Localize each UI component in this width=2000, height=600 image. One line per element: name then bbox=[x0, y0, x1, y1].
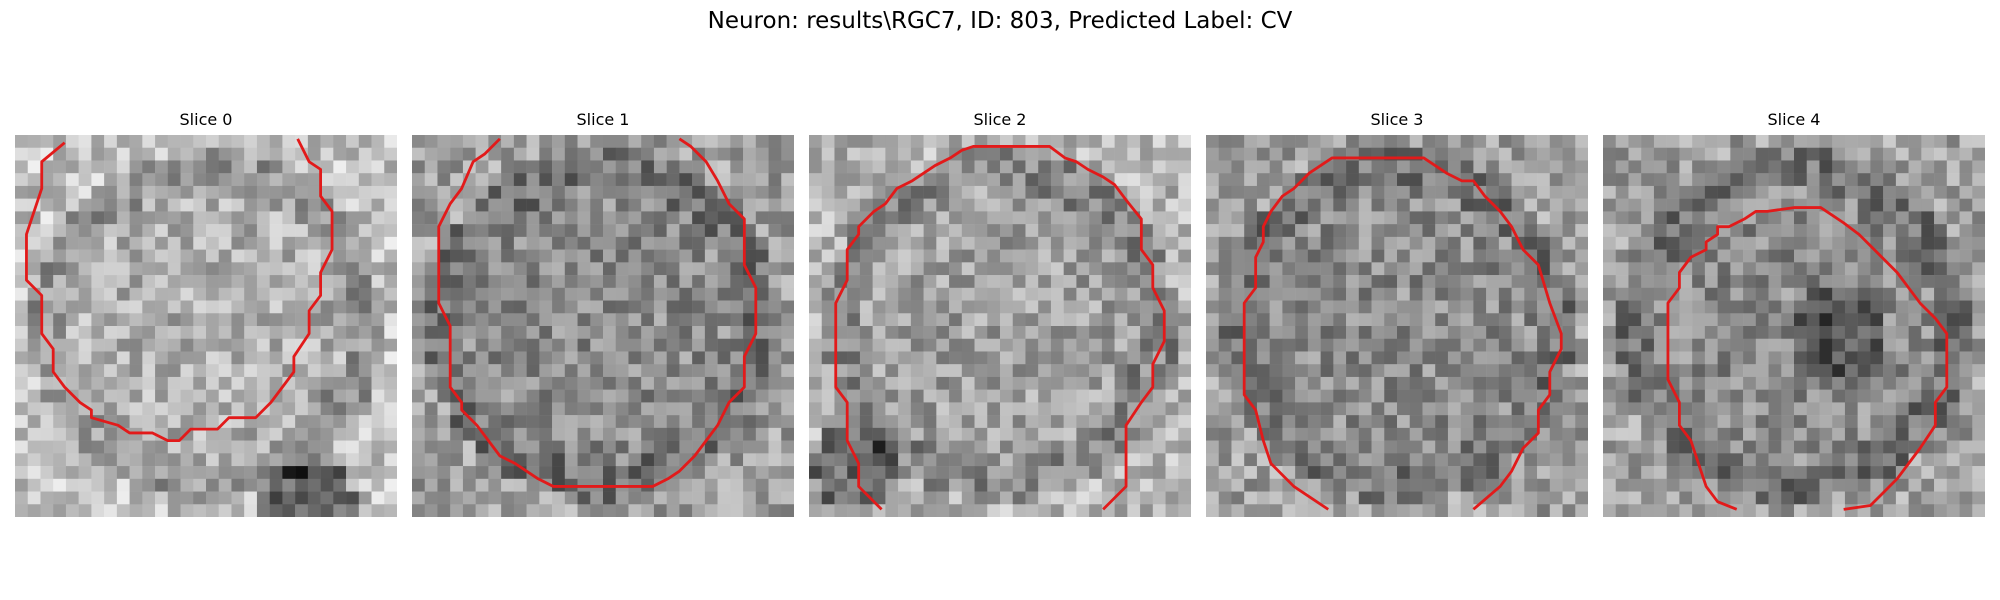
segmentation-contour bbox=[1242, 156, 1563, 511]
segmentation-contour bbox=[25, 138, 334, 443]
panel-title: Slice 4 bbox=[1767, 110, 1821, 129]
slice-panel-0: Slice 0 bbox=[15, 108, 397, 517]
panel-title: Slice 2 bbox=[973, 110, 1027, 129]
segmentation-contour bbox=[834, 145, 1166, 511]
slice-image-2 bbox=[809, 135, 1191, 517]
slice-panel-1: Slice 1 bbox=[412, 108, 794, 517]
slice-image-0 bbox=[15, 135, 397, 517]
slice-panel-4: Slice 4 bbox=[1603, 108, 1985, 517]
segmentation-contour bbox=[437, 137, 758, 488]
panel-title: Slice 3 bbox=[1370, 110, 1424, 129]
segmentation-contour bbox=[1666, 206, 1949, 511]
panel-title: Slice 1 bbox=[576, 110, 630, 129]
slice-image-4 bbox=[1603, 135, 1985, 517]
slice-image-3 bbox=[1206, 135, 1588, 517]
slice-image-1 bbox=[412, 135, 794, 517]
slice-panel-3: Slice 3 bbox=[1206, 108, 1588, 517]
panel-title: Slice 0 bbox=[179, 110, 233, 129]
figure-title: Neuron: results\RGC7, ID: 803, Predicted… bbox=[707, 8, 1293, 34]
slice-panel-2: Slice 2 bbox=[809, 108, 1191, 517]
